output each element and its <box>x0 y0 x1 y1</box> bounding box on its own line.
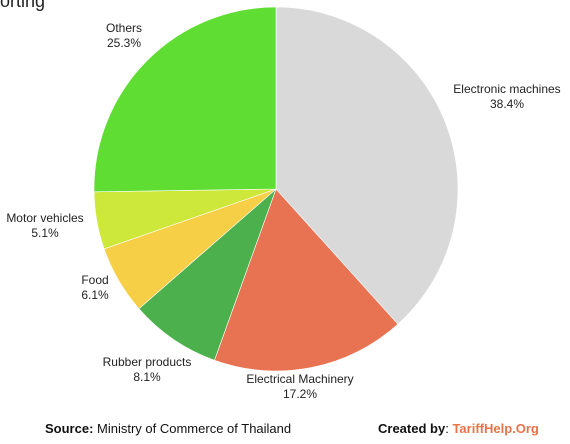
slice-value-label: 38.4% <box>490 97 524 111</box>
source-label: Source: <box>45 421 94 436</box>
slice-label: Electronic machines <box>453 82 560 96</box>
slice-value-label: 8.1% <box>133 370 161 384</box>
credit-label: Created by <box>378 421 446 436</box>
slice-label: Electrical Machinery <box>246 372 353 386</box>
source-note: Source: Ministry of Commerce of Thailand <box>45 421 291 436</box>
slice-value-label: 6.1% <box>81 288 109 302</box>
slice-label: Others <box>106 21 142 35</box>
footer: Source: Ministry of Commerce of Thailand… <box>0 421 570 441</box>
pie-slice-electronic-machines <box>275 6 459 325</box>
slice-value-label: 25.3% <box>107 36 141 50</box>
slice-label: Motor vehicles <box>6 211 83 225</box>
slice-label: Rubber products <box>103 355 192 369</box>
slice-value-label: 17.2% <box>283 387 317 401</box>
chart-title: orting <box>0 0 46 11</box>
pie-slice-others <box>93 6 277 193</box>
pie-slice-rubber-products <box>138 188 277 361</box>
slice-label: Food <box>81 273 108 287</box>
credit-note: Created by: TariffHelp.Org <box>378 421 539 436</box>
slice-value-label: 5.1% <box>31 226 59 240</box>
source-text: Ministry of Commerce of Thailand <box>93 421 292 436</box>
credit-separator: : <box>445 421 453 436</box>
pie-slice-electrical-machinery <box>214 188 399 372</box>
credit-brand-link[interactable]: TariffHelp.Org <box>452 421 539 436</box>
